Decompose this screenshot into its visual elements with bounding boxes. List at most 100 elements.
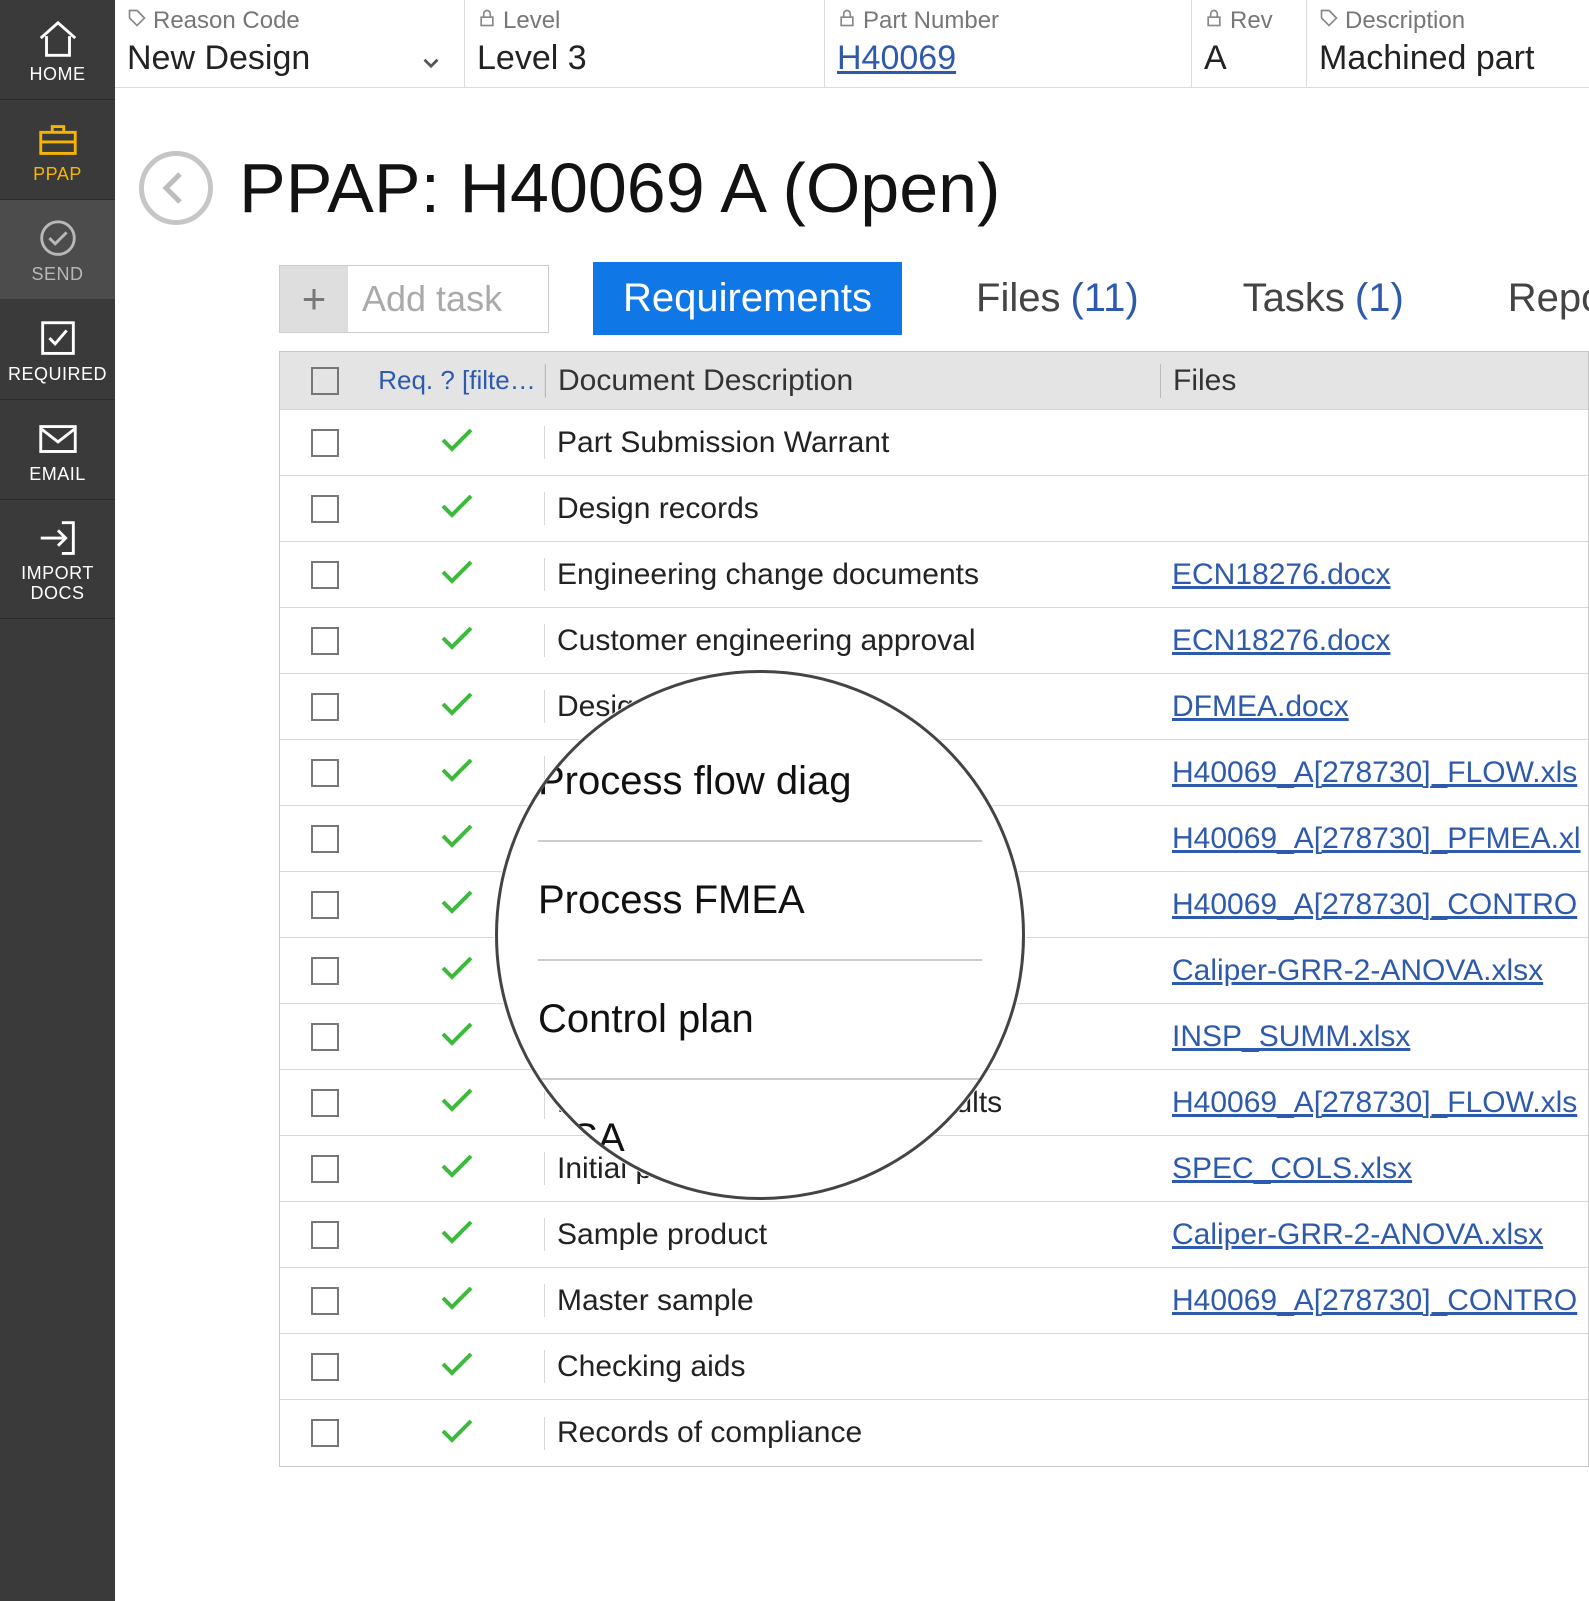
table-row[interactable]: Initial process studiesSPEC_COLS.xlsx — [280, 1136, 1588, 1202]
lock-icon — [1204, 7, 1224, 35]
row-checkbox[interactable] — [311, 825, 339, 853]
row-file-link[interactable]: DFMEA.docx — [1160, 690, 1588, 724]
field-value[interactable]: H40069 — [837, 39, 956, 78]
tab-tasks[interactable]: Tasks(1) — [1213, 262, 1434, 335]
field-label: Part Number — [863, 7, 999, 35]
plus-icon[interactable]: + — [280, 266, 348, 332]
row-desc: Master sample — [545, 1284, 1160, 1318]
field-part-number[interactable]: Part Number H40069 — [825, 0, 1192, 87]
check-icon — [439, 822, 475, 855]
row-file-link[interactable]: INSP_SUMM.xlsx — [1160, 1020, 1588, 1054]
row-desc: Engineering change documents — [545, 558, 1160, 592]
table-row[interactable]: Checking aids — [280, 1334, 1588, 1400]
row-checkbox[interactable] — [311, 891, 339, 919]
row-file-link[interactable]: H40069_A[278730]_FLOW.xls — [1160, 1086, 1588, 1120]
row-desc: Design records — [545, 492, 1160, 526]
sidebar-item-send[interactable]: SEND — [0, 200, 115, 300]
check-icon — [439, 426, 475, 459]
table-row[interactable]: Customer engineering approvalECN18276.do… — [280, 608, 1588, 674]
table-row[interactable]: Sample productCaliper-GRR-2-ANOVA.xlsx — [280, 1202, 1588, 1268]
check-box-icon — [35, 318, 81, 358]
row-file-link[interactable]: SPEC_COLS.xlsx — [1160, 1152, 1588, 1186]
page-title: PPAP: H40069 A (Open) — [239, 148, 1000, 228]
row-checkbox[interactable] — [311, 1155, 339, 1183]
row-file-link[interactable]: H40069_A[278730]_CONTRO — [1160, 1284, 1588, 1318]
row-checkbox[interactable] — [311, 429, 339, 457]
check-icon — [439, 756, 475, 789]
top-fields: Reason Code New Design Level Level 3 Par… — [115, 0, 1589, 88]
sidebar-item-label: SEND — [31, 264, 83, 285]
sidebar-item-label: HOME — [30, 64, 86, 85]
row-file-link[interactable]: H40069_A[278730]_FLOW.xls — [1160, 756, 1588, 790]
table-row[interactable]: Master sampleH40069_A[278730]_CONTRO — [280, 1268, 1588, 1334]
add-task[interactable]: + — [279, 265, 549, 333]
row-checkbox[interactable] — [311, 759, 339, 787]
sidebar-item-required[interactable]: REQUIRED — [0, 300, 115, 400]
field-reason-code[interactable]: Reason Code New Design — [115, 0, 465, 87]
check-icon — [439, 954, 475, 987]
sidebar-item-ppap[interactable]: PPAP — [0, 100, 115, 200]
back-button[interactable] — [139, 151, 213, 225]
row-file-link[interactable]: Caliper-GRR-2-ANOVA.xlsx — [1160, 1218, 1588, 1252]
field-rev: Rev A — [1192, 0, 1307, 87]
sidebar-item-label: IMPORT DOCS — [4, 564, 111, 604]
check-circle-icon — [35, 218, 81, 258]
table-row[interactable]: Engineering change documentsECN18276.doc… — [280, 542, 1588, 608]
row-checkbox[interactable] — [311, 1089, 339, 1117]
row-checkbox[interactable] — [311, 627, 339, 655]
sidebar: HOME PPAP SEND REQUIRED EMAIL IMPORT DOC… — [0, 0, 115, 1601]
field-value: A — [1204, 39, 1227, 78]
check-icon — [439, 1350, 475, 1383]
tag-icon — [1319, 7, 1339, 35]
row-desc: Customer engineering approval — [545, 624, 1160, 658]
grid-header: Req. ? [filte… Document Description File… — [280, 352, 1588, 410]
check-icon — [439, 1152, 475, 1185]
row-checkbox[interactable] — [311, 1287, 339, 1315]
row-desc: Records of compliance — [545, 1416, 1160, 1450]
sidebar-item-label: PPAP — [33, 164, 82, 185]
sidebar-item-home[interactable]: HOME — [0, 0, 115, 100]
check-icon — [439, 1417, 475, 1450]
table-row[interactable]: Design FMEADFMEA.docx — [280, 674, 1588, 740]
table-row[interactable]: Part Submission Warrant — [280, 410, 1588, 476]
tab-requirements[interactable]: Requirements — [593, 262, 902, 335]
check-icon — [439, 492, 475, 525]
table-row[interactable]: Design records — [280, 476, 1588, 542]
add-task-input[interactable] — [348, 266, 548, 332]
check-icon — [439, 1086, 475, 1119]
field-description: Description Machined part — [1307, 0, 1589, 87]
row-checkbox[interactable] — [311, 957, 339, 985]
row-checkbox[interactable] — [311, 1419, 339, 1447]
tab-files[interactable]: Files(11) — [946, 262, 1169, 335]
row-checkbox[interactable] — [311, 1353, 339, 1381]
field-label: Description — [1345, 7, 1465, 35]
sidebar-item-import-docs[interactable]: IMPORT DOCS — [0, 500, 115, 619]
row-file-link[interactable]: H40069_A[278730]_PFMEA.xl — [1160, 822, 1588, 856]
col-header-files[interactable]: Files — [1160, 364, 1588, 398]
magnifier-overlay: Process flow diag Process FMEA Control p… — [495, 670, 1025, 1200]
tab-reports[interactable]: Reports — [1478, 262, 1589, 335]
row-file-link[interactable]: ECN18276.docx — [1160, 624, 1588, 658]
row-file-link[interactable]: H40069_A[278730]_CONTRO — [1160, 888, 1588, 922]
main: Reason Code New Design Level Level 3 Par… — [115, 0, 1589, 1601]
row-desc: Checking aids — [545, 1350, 1160, 1384]
check-icon — [439, 1020, 475, 1053]
select-all-checkbox[interactable] — [311, 367, 339, 395]
col-header-req[interactable]: Req. ? [filte… — [370, 365, 545, 396]
row-file-link[interactable]: ECN18276.docx — [1160, 558, 1588, 592]
table-row[interactable]: Records of compliance — [280, 1400, 1588, 1466]
mag-line: Process FMEA — [538, 842, 982, 961]
check-icon — [439, 888, 475, 921]
col-header-desc[interactable]: Document Description — [545, 364, 1160, 398]
sidebar-item-email[interactable]: EMAIL — [0, 400, 115, 500]
field-value: New Design — [127, 39, 310, 78]
row-file-link[interactable]: Caliper-GRR-2-ANOVA.xlsx — [1160, 954, 1588, 988]
check-icon — [439, 624, 475, 657]
tabs-row: + Requirements Files(11) Tasks(1) Report… — [279, 262, 1589, 335]
row-checkbox[interactable] — [311, 1023, 339, 1051]
row-checkbox[interactable] — [311, 561, 339, 589]
row-checkbox[interactable] — [311, 495, 339, 523]
lock-icon — [477, 7, 497, 35]
row-checkbox[interactable] — [311, 1221, 339, 1249]
row-checkbox[interactable] — [311, 693, 339, 721]
